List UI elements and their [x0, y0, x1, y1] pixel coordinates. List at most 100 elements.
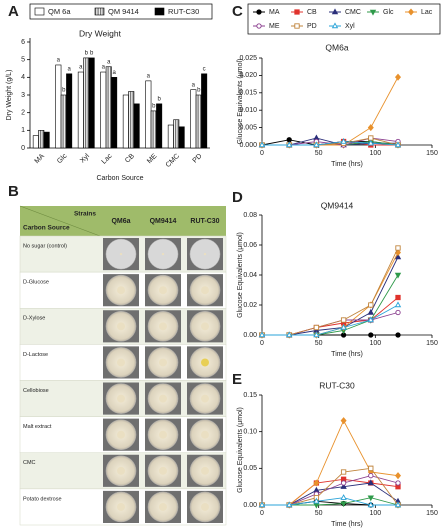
y-tick-label: 0.05: [243, 465, 257, 472]
bar: [111, 77, 118, 149]
data-point: [313, 502, 320, 509]
colony: [159, 430, 167, 439]
legend-label: Lac: [421, 9, 433, 16]
significance-letter: b: [62, 88, 66, 94]
y-tick-label: 4: [21, 74, 25, 81]
x-axis-label: Time (hrs): [331, 521, 363, 528]
bar: [201, 73, 208, 149]
data-point: [286, 137, 292, 143]
y-tick-label: 0: [21, 145, 25, 152]
y-tick-label: 0.10: [243, 429, 257, 436]
legend-label: Glc: [383, 9, 394, 16]
y-tick-label: 0.005: [239, 124, 257, 131]
x-tick-label: 50: [315, 510, 323, 517]
legend-marker: [331, 22, 339, 29]
data-point: [340, 317, 347, 323]
data-point: [340, 323, 347, 330]
column-header: QM6a: [111, 218, 130, 225]
significance-letter: a: [67, 66, 71, 72]
significance-letter: a: [102, 65, 106, 71]
data-point: [395, 480, 401, 486]
series-line: [262, 478, 399, 506]
bar: [88, 57, 95, 149]
significance-letter: b: [152, 103, 156, 109]
x-tick-label: 100: [369, 150, 381, 157]
x-tick-label: 0: [260, 340, 264, 347]
y-tick-label: 0.00: [243, 332, 257, 339]
y-tick-label: 0.02: [243, 302, 257, 309]
significance-letter: a: [79, 65, 83, 71]
significance-letter: b: [157, 96, 161, 102]
series-line: [262, 274, 399, 336]
legend-label: CMC: [345, 9, 361, 16]
bar: [55, 64, 62, 149]
series-line: [262, 475, 399, 506]
data-point: [286, 331, 293, 338]
data-point: [258, 141, 266, 148]
column-header: QM9414: [150, 218, 177, 225]
y-tick-label: 2: [21, 110, 25, 117]
significance-letter: b: [85, 50, 89, 56]
y-tick-label: 0.06: [243, 242, 257, 249]
legend-box: [29, 3, 213, 20]
colony: [159, 502, 167, 511]
colony: [159, 322, 167, 331]
panel-label: E: [232, 371, 242, 388]
bar: [167, 124, 174, 149]
data-point: [313, 497, 320, 504]
bar: [190, 89, 197, 149]
row-label: Cellobiose: [23, 388, 49, 394]
legend-label: Xyl: [345, 23, 355, 30]
significance-letter: a: [107, 59, 111, 65]
panel-label: A: [8, 3, 19, 20]
y-tick-label: 1: [21, 127, 25, 134]
x-tick-label: Glc: [56, 152, 69, 165]
x-tick-label: 150: [426, 510, 438, 517]
y-axis-label: Glucose Equivalents (μmol): [237, 59, 244, 145]
series-line: [262, 76, 399, 146]
bar: [100, 71, 107, 149]
data-point: [394, 73, 402, 81]
data-point: [395, 245, 401, 251]
legend-marker: [407, 8, 415, 16]
bar: [195, 94, 202, 149]
x-axis-label: Carbon Source: [96, 175, 143, 182]
y-tick-label: 3: [21, 92, 25, 99]
colony: [201, 502, 209, 511]
legend-label: PD: [307, 23, 317, 30]
legend-marker: [294, 23, 300, 29]
colony: [117, 502, 125, 511]
data-point: [258, 331, 266, 338]
data-point: [368, 473, 374, 479]
colony: [117, 466, 125, 475]
legend-label: ME: [269, 23, 280, 30]
bar: [122, 94, 129, 149]
bar: [32, 135, 39, 149]
significance-letter: a: [147, 73, 151, 79]
legend-label: MA: [269, 9, 280, 16]
colony: [201, 322, 209, 331]
y-tick-label: 0.025: [239, 55, 257, 62]
row-label: Potato dextrose: [23, 496, 62, 502]
data-point: [367, 316, 374, 323]
significance-letter: a: [192, 82, 196, 88]
significance-letter: b: [197, 88, 201, 94]
x-axis-label: Time (hrs): [331, 351, 363, 358]
legend-swatch: [34, 7, 45, 16]
legend-swatch: [94, 7, 105, 16]
chart-title: QM9414: [321, 200, 354, 210]
data-point: [368, 302, 374, 308]
data-point: [313, 331, 320, 338]
data-point: [395, 294, 401, 301]
legend-label: QM 9414: [108, 7, 139, 16]
table-header: [20, 206, 226, 236]
data-point: [367, 139, 374, 146]
data-point: [394, 253, 402, 260]
data-point: [340, 483, 347, 489]
data-point: [340, 417, 347, 425]
legend-box: [247, 3, 441, 35]
row-label: No sugar (control): [23, 243, 67, 249]
data-point: [394, 501, 402, 508]
colony: [161, 252, 165, 256]
